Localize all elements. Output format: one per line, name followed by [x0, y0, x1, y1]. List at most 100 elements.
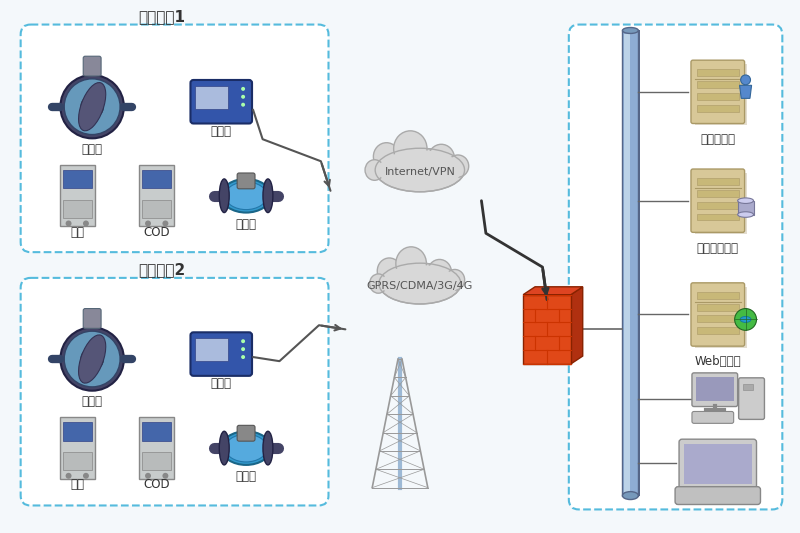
Circle shape: [162, 221, 168, 227]
FancyBboxPatch shape: [692, 411, 734, 423]
Ellipse shape: [222, 431, 271, 465]
Circle shape: [60, 327, 124, 391]
Circle shape: [241, 95, 245, 99]
FancyBboxPatch shape: [139, 417, 174, 479]
Circle shape: [241, 87, 245, 91]
Circle shape: [241, 355, 245, 359]
FancyBboxPatch shape: [691, 169, 745, 232]
Text: 数据库服务器: 数据库服务器: [697, 241, 738, 255]
FancyBboxPatch shape: [21, 25, 329, 252]
FancyBboxPatch shape: [569, 25, 782, 510]
FancyBboxPatch shape: [697, 316, 738, 322]
FancyBboxPatch shape: [697, 178, 738, 185]
FancyBboxPatch shape: [523, 295, 571, 364]
Ellipse shape: [365, 160, 384, 180]
FancyBboxPatch shape: [738, 201, 754, 215]
FancyBboxPatch shape: [190, 80, 252, 124]
Circle shape: [145, 473, 151, 479]
Text: COD: COD: [143, 226, 170, 239]
FancyBboxPatch shape: [190, 332, 252, 376]
FancyBboxPatch shape: [697, 190, 738, 197]
Ellipse shape: [226, 434, 267, 462]
FancyBboxPatch shape: [636, 30, 640, 496]
FancyBboxPatch shape: [691, 283, 745, 346]
Text: GPRS/CDMA/3G/4G: GPRS/CDMA/3G/4G: [366, 281, 473, 291]
Ellipse shape: [396, 247, 426, 280]
FancyBboxPatch shape: [83, 309, 101, 328]
FancyBboxPatch shape: [695, 173, 746, 235]
FancyBboxPatch shape: [21, 278, 329, 505]
FancyBboxPatch shape: [195, 86, 228, 109]
FancyBboxPatch shape: [63, 200, 92, 218]
Ellipse shape: [263, 179, 273, 213]
FancyBboxPatch shape: [679, 439, 757, 489]
FancyBboxPatch shape: [622, 30, 638, 496]
FancyBboxPatch shape: [142, 170, 171, 189]
Circle shape: [83, 473, 89, 479]
Circle shape: [241, 339, 245, 343]
Text: 排污企业1: 排污企业1: [138, 9, 185, 24]
Ellipse shape: [447, 155, 469, 177]
Circle shape: [64, 331, 120, 387]
FancyBboxPatch shape: [684, 444, 751, 484]
Circle shape: [83, 221, 89, 227]
Circle shape: [81, 95, 103, 118]
FancyBboxPatch shape: [697, 214, 738, 221]
Text: 通讯服务器: 通讯服务器: [700, 133, 735, 146]
FancyBboxPatch shape: [142, 452, 171, 471]
Text: 电控阀: 电控阀: [82, 395, 102, 408]
Text: 电控阀: 电控阀: [82, 143, 102, 156]
FancyBboxPatch shape: [142, 200, 171, 218]
Ellipse shape: [427, 260, 451, 286]
Ellipse shape: [740, 317, 751, 322]
FancyBboxPatch shape: [83, 56, 101, 76]
Circle shape: [741, 75, 750, 85]
FancyBboxPatch shape: [695, 64, 746, 125]
Ellipse shape: [445, 270, 465, 290]
FancyBboxPatch shape: [139, 165, 174, 227]
Ellipse shape: [226, 182, 267, 209]
Ellipse shape: [738, 198, 754, 204]
FancyBboxPatch shape: [697, 292, 738, 298]
FancyBboxPatch shape: [63, 452, 92, 471]
Circle shape: [145, 221, 151, 227]
Circle shape: [241, 103, 245, 107]
Circle shape: [81, 348, 103, 370]
Ellipse shape: [78, 83, 106, 131]
FancyBboxPatch shape: [697, 304, 738, 311]
FancyBboxPatch shape: [60, 417, 94, 479]
Polygon shape: [739, 85, 751, 99]
Ellipse shape: [394, 131, 427, 166]
FancyBboxPatch shape: [691, 60, 745, 124]
Circle shape: [162, 473, 168, 479]
Ellipse shape: [374, 143, 400, 171]
FancyBboxPatch shape: [696, 377, 734, 401]
FancyBboxPatch shape: [63, 170, 92, 189]
Ellipse shape: [738, 212, 754, 217]
FancyBboxPatch shape: [695, 287, 746, 348]
Ellipse shape: [378, 150, 462, 190]
Polygon shape: [523, 287, 582, 295]
Text: 排污企业2: 排污企业2: [138, 262, 186, 278]
Text: COD: COD: [143, 478, 170, 491]
Ellipse shape: [222, 179, 271, 213]
Ellipse shape: [370, 274, 387, 293]
Text: Internet/VPN: Internet/VPN: [385, 167, 455, 177]
Ellipse shape: [219, 431, 229, 465]
Text: 氨氮: 氨氮: [70, 478, 84, 491]
FancyBboxPatch shape: [697, 93, 738, 100]
FancyBboxPatch shape: [742, 384, 753, 390]
FancyBboxPatch shape: [195, 338, 228, 361]
Circle shape: [734, 309, 757, 330]
Ellipse shape: [622, 491, 638, 499]
Text: 氨氮: 氨氮: [70, 226, 84, 239]
Text: Web服务器: Web服务器: [694, 356, 741, 368]
Circle shape: [66, 221, 71, 227]
FancyBboxPatch shape: [697, 69, 738, 76]
FancyBboxPatch shape: [142, 422, 171, 441]
Ellipse shape: [379, 263, 461, 304]
FancyBboxPatch shape: [697, 327, 738, 334]
FancyBboxPatch shape: [738, 378, 765, 419]
FancyBboxPatch shape: [697, 81, 738, 88]
FancyBboxPatch shape: [692, 373, 738, 407]
